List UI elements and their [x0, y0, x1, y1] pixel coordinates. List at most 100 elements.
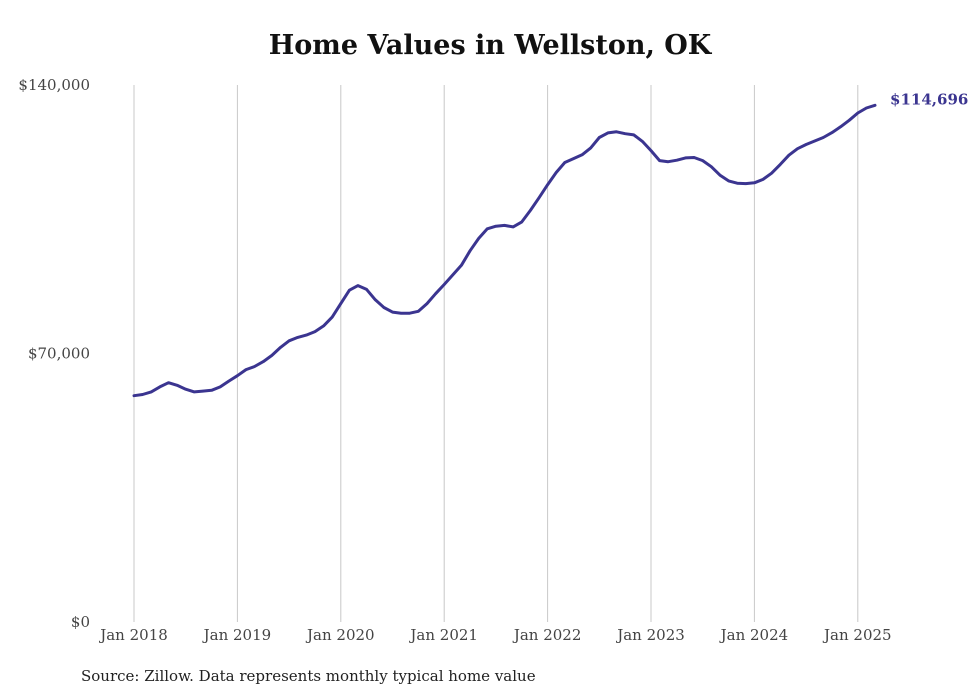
data-point	[322, 324, 325, 328]
data-point	[356, 284, 360, 287]
data-point	[132, 394, 136, 397]
data-point	[727, 179, 730, 183]
data-point	[150, 390, 153, 394]
data-point	[658, 159, 661, 162]
data-point	[779, 163, 782, 166]
data-point	[796, 147, 799, 150]
data-point	[520, 220, 523, 224]
data-point	[822, 136, 825, 139]
data-point	[287, 339, 291, 342]
data-point	[710, 165, 713, 168]
data-point	[210, 389, 213, 392]
data-point	[443, 283, 446, 286]
data-point	[848, 119, 851, 122]
data-point	[615, 130, 618, 133]
data-point	[770, 172, 773, 175]
data-point	[787, 154, 791, 157]
home-value-line	[132, 103, 877, 398]
data-point	[753, 181, 756, 184]
data-point	[167, 381, 170, 384]
data-point	[873, 104, 877, 107]
data-point	[718, 173, 722, 177]
data-point	[546, 183, 549, 186]
data-point	[804, 143, 808, 146]
data-point	[399, 312, 403, 315]
data-point	[856, 111, 859, 115]
data-point	[270, 354, 274, 357]
data-point	[813, 139, 816, 143]
data-point	[555, 171, 558, 174]
chart-title: Home Values in Wellston, OK	[268, 30, 712, 61]
data-point	[598, 136, 601, 139]
x-tick-label: Jan 2021	[408, 626, 478, 644]
data-point	[744, 182, 747, 185]
x-tick-label: Jan 2022	[512, 626, 582, 644]
data-point	[365, 288, 368, 291]
data-point	[486, 227, 489, 230]
data-point	[624, 132, 627, 135]
data-point	[175, 384, 179, 387]
data-point	[244, 368, 248, 371]
data-point	[374, 298, 377, 301]
data-point	[425, 302, 429, 305]
data-point	[468, 249, 472, 252]
data-point	[279, 346, 282, 349]
data-point	[684, 156, 687, 160]
data-point	[434, 292, 437, 295]
data-point	[649, 149, 653, 152]
data-point	[839, 125, 842, 128]
data-point	[417, 310, 420, 313]
y-tick-label: $0	[71, 613, 90, 631]
data-point	[141, 393, 144, 396]
data-point	[262, 360, 265, 363]
data-point	[830, 131, 834, 134]
data-point	[339, 302, 342, 305]
data-points	[132, 104, 877, 397]
data-point	[529, 209, 532, 212]
data-point	[460, 264, 463, 267]
data-point	[331, 315, 334, 319]
data-point	[736, 182, 739, 185]
data-point	[572, 157, 575, 160]
x-tick-label: Jan 2023	[615, 626, 685, 644]
y-tick-label: $140,000	[18, 76, 90, 94]
data-point	[494, 225, 498, 228]
y-axis-tick-labels: $0 $70,000 $140,000	[18, 76, 90, 631]
data-point	[184, 388, 187, 391]
data-point	[761, 178, 765, 181]
data-point	[692, 156, 696, 159]
data-point	[201, 389, 205, 393]
data-point	[391, 310, 394, 314]
data-point	[219, 385, 222, 389]
vertical-gridlines	[133, 85, 859, 622]
data-point	[537, 196, 541, 199]
data-point	[227, 379, 230, 383]
data-point	[675, 159, 679, 162]
data-point	[701, 159, 704, 162]
data-point	[641, 140, 644, 143]
data-point	[589, 146, 592, 150]
data-point	[563, 161, 566, 164]
data-point	[503, 224, 506, 227]
x-tick-label: Jan 2024	[719, 626, 789, 644]
y-tick-label: $70,000	[28, 345, 90, 363]
data-point	[193, 390, 196, 394]
data-point	[253, 365, 256, 368]
data-point	[158, 385, 161, 389]
data-point	[313, 330, 317, 333]
source-note: Source: Zillow. Data represents monthly …	[81, 667, 536, 685]
x-axis-tick-labels: Jan 2018 Jan 2019 Jan 2020 Jan 2021 Jan 2022…	[98, 626, 891, 644]
x-tick-label: Jan 2019	[202, 626, 272, 644]
data-point	[382, 306, 386, 309]
data-point	[296, 336, 299, 339]
x-tick-label: Jan 2020	[305, 626, 375, 644]
data-point	[511, 225, 515, 229]
data-point	[632, 133, 635, 137]
x-tick-label: Jan 2018	[98, 626, 168, 644]
x-tick-label: Jan 2025	[822, 626, 892, 644]
data-point	[477, 237, 480, 240]
data-point	[606, 131, 610, 135]
end-value-label: $114,696	[890, 90, 968, 108]
data-point	[865, 106, 868, 110]
